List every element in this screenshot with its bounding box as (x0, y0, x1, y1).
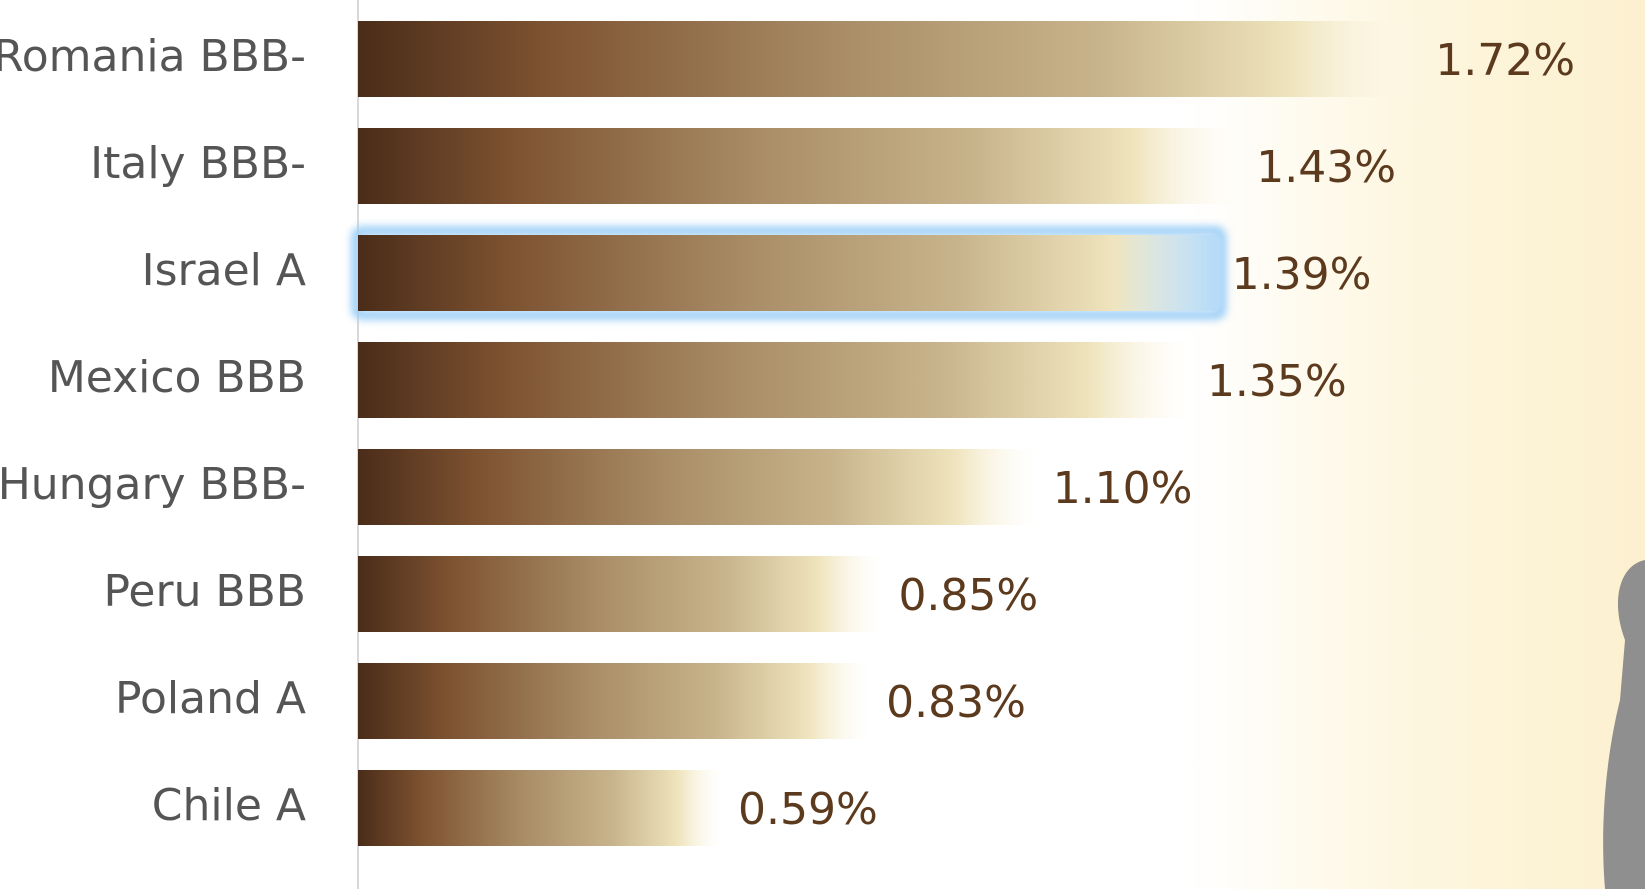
bar (358, 235, 1216, 311)
value-label: 1.39% (1232, 249, 1372, 300)
category-label: Poland A (115, 673, 306, 724)
bar (358, 770, 723, 846)
figure (1603, 560, 1645, 889)
category-label: Chile A (152, 780, 306, 831)
value-label: 1.35% (1207, 356, 1347, 407)
bar (358, 663, 871, 739)
category-label: Israel A (142, 245, 306, 296)
value-label: 1.72% (1435, 35, 1575, 86)
category-label: Mexico BBB (48, 352, 306, 403)
value-label: 0.59% (738, 784, 878, 835)
highlight-glow (351, 226, 1227, 320)
value-label: 0.83% (886, 677, 1026, 728)
bar (358, 342, 1191, 418)
category-label: Italy BBB- (90, 138, 306, 189)
bar (358, 449, 1037, 525)
value-label: 0.85% (898, 570, 1038, 621)
category-label: Hungary BBB- (0, 459, 306, 510)
bar (358, 128, 1241, 204)
value-label: 1.43% (1256, 142, 1396, 193)
bar (358, 556, 883, 632)
category-label: Romania BBB- (0, 31, 306, 82)
category-label: Peru BBB (103, 566, 306, 617)
value-label: 1.10% (1053, 463, 1193, 514)
bar (358, 21, 1420, 97)
